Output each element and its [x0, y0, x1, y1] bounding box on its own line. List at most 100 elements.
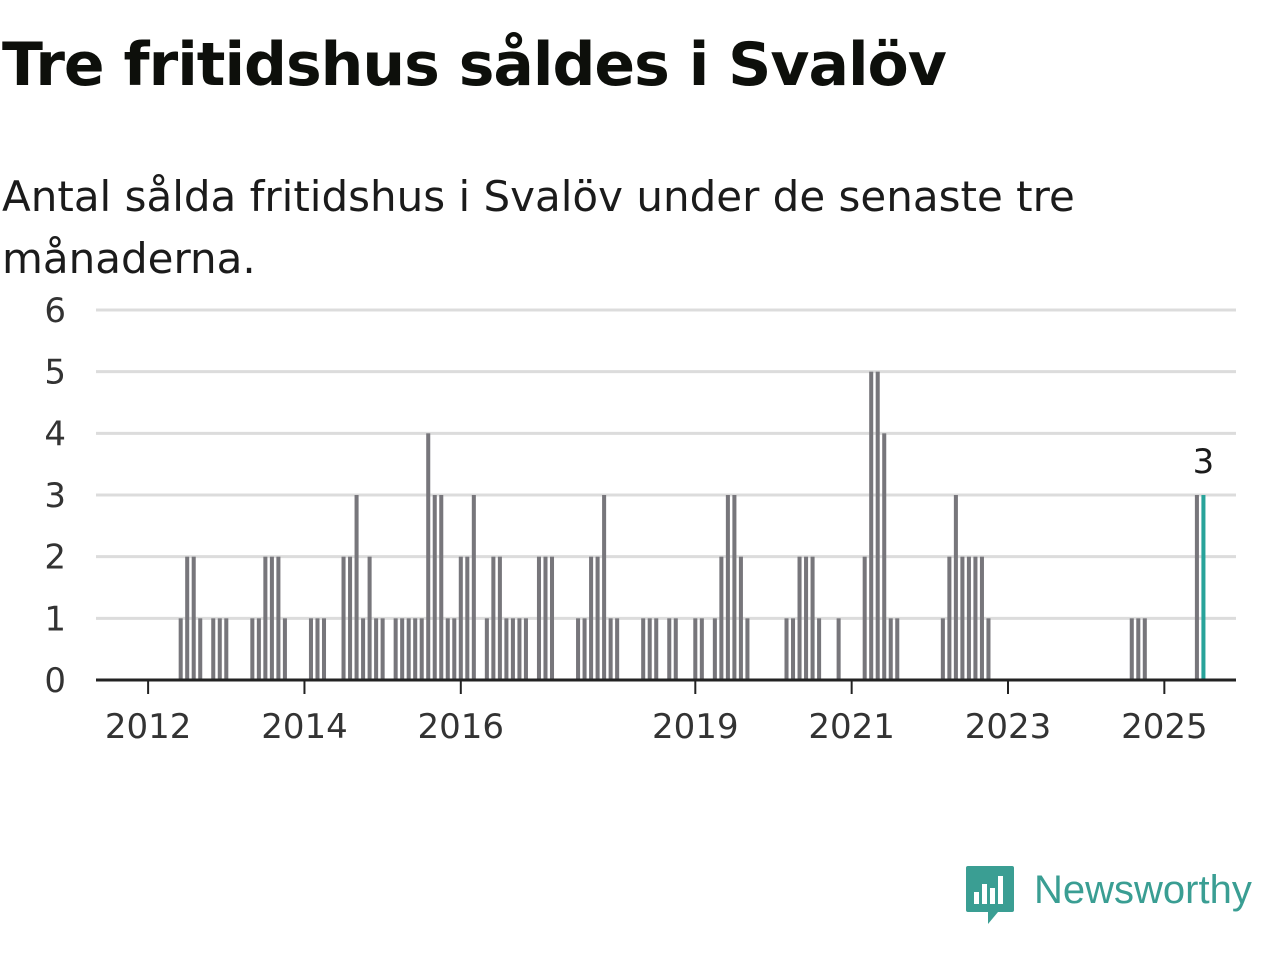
x-tick-label: 2021 — [808, 707, 895, 747]
brand-name: Newsworthy — [1034, 868, 1252, 912]
bar — [615, 618, 620, 680]
bar — [673, 618, 678, 680]
bar — [582, 618, 587, 680]
bar — [185, 556, 190, 680]
bar — [576, 618, 581, 680]
bar — [419, 618, 424, 680]
bar — [536, 556, 541, 680]
bar — [465, 556, 470, 680]
bar — [719, 556, 724, 680]
bar — [256, 618, 261, 680]
bar — [895, 618, 900, 680]
bar — [341, 556, 346, 680]
y-tick-label: 5 — [44, 353, 66, 393]
bar — [178, 618, 183, 680]
bar — [589, 556, 594, 680]
bar — [947, 556, 952, 680]
data-labels: 3 — [1193, 442, 1215, 482]
bars — [178, 371, 1206, 680]
bar — [491, 556, 496, 680]
bar — [1194, 495, 1199, 680]
bar — [497, 556, 502, 680]
bar — [445, 618, 450, 680]
bar — [543, 556, 548, 680]
bar — [458, 556, 463, 680]
bar — [966, 556, 971, 680]
bar — [725, 495, 730, 680]
bar — [471, 495, 476, 680]
bar — [191, 556, 196, 680]
bar — [211, 618, 216, 680]
y-tick-label: 4 — [44, 414, 66, 454]
newsworthy-logo-icon — [966, 866, 1014, 924]
x-tick-label: 2019 — [652, 707, 739, 747]
bar — [888, 618, 893, 680]
bar — [641, 618, 646, 680]
bar — [380, 618, 385, 680]
bar — [361, 618, 366, 680]
bar — [321, 618, 327, 680]
bar — [367, 556, 372, 680]
bar — [393, 618, 398, 680]
data-label: 3 — [1193, 442, 1215, 482]
bar — [523, 618, 528, 680]
x-tick-label: 2012 — [105, 707, 192, 747]
gridlines — [96, 308, 1236, 620]
bar — [549, 556, 555, 680]
page-title: Tre fritidshus såldes i Svalöv — [2, 30, 947, 100]
x-tick-label: 2016 — [418, 707, 505, 747]
bar — [875, 371, 880, 680]
x-axis-ticks: 2012 2014 2016 2019 2021 2023 2025 — [105, 680, 1208, 747]
bar — [315, 618, 320, 680]
y-tick-label: 2 — [44, 538, 66, 578]
bar — [791, 618, 796, 680]
bar — [960, 556, 965, 680]
x-tick-label: 2014 — [261, 707, 348, 747]
bar-highlight — [1201, 495, 1206, 680]
bar — [699, 618, 704, 680]
bar — [869, 371, 874, 680]
bar — [667, 618, 672, 680]
bar — [602, 495, 607, 680]
bar — [693, 618, 698, 680]
bar — [406, 618, 411, 680]
x-tick-label: 2023 — [965, 707, 1052, 747]
bar — [400, 618, 405, 680]
bar — [608, 618, 613, 680]
bar — [817, 618, 822, 680]
bar — [810, 556, 815, 680]
bar — [250, 618, 255, 680]
bar — [973, 556, 978, 680]
bar — [439, 495, 444, 680]
bar — [882, 433, 887, 680]
y-tick-label: 0 — [44, 661, 66, 701]
bar — [940, 618, 945, 680]
bar-chart: 0 1 2 3 4 5 6 2012 2014 2016 2019 2021 2023 2025 3 — [44, 291, 1236, 747]
bar — [804, 556, 809, 680]
bar — [282, 618, 287, 680]
bar — [712, 618, 717, 680]
bar — [1136, 618, 1141, 680]
bar — [504, 618, 509, 680]
bar — [426, 433, 431, 680]
y-tick-label: 1 — [44, 599, 66, 639]
bar — [224, 618, 229, 680]
y-axis-ticks: 0 1 2 3 4 5 6 — [44, 291, 66, 701]
bar — [986, 618, 991, 680]
bar — [836, 618, 841, 680]
bar — [797, 556, 802, 680]
y-tick-label: 6 — [44, 291, 66, 331]
bar — [784, 618, 789, 680]
bar — [374, 618, 379, 680]
bar — [862, 556, 867, 680]
bar — [732, 495, 737, 680]
bar — [217, 618, 222, 680]
bar — [647, 618, 652, 680]
bar — [263, 556, 268, 680]
bar — [510, 618, 515, 680]
newsworthy-logo: Newsworthy — [964, 864, 1280, 928]
bar — [269, 556, 274, 680]
bar — [1129, 618, 1134, 680]
bar — [198, 618, 203, 680]
x-tick-label: 2025 — [1121, 707, 1208, 747]
